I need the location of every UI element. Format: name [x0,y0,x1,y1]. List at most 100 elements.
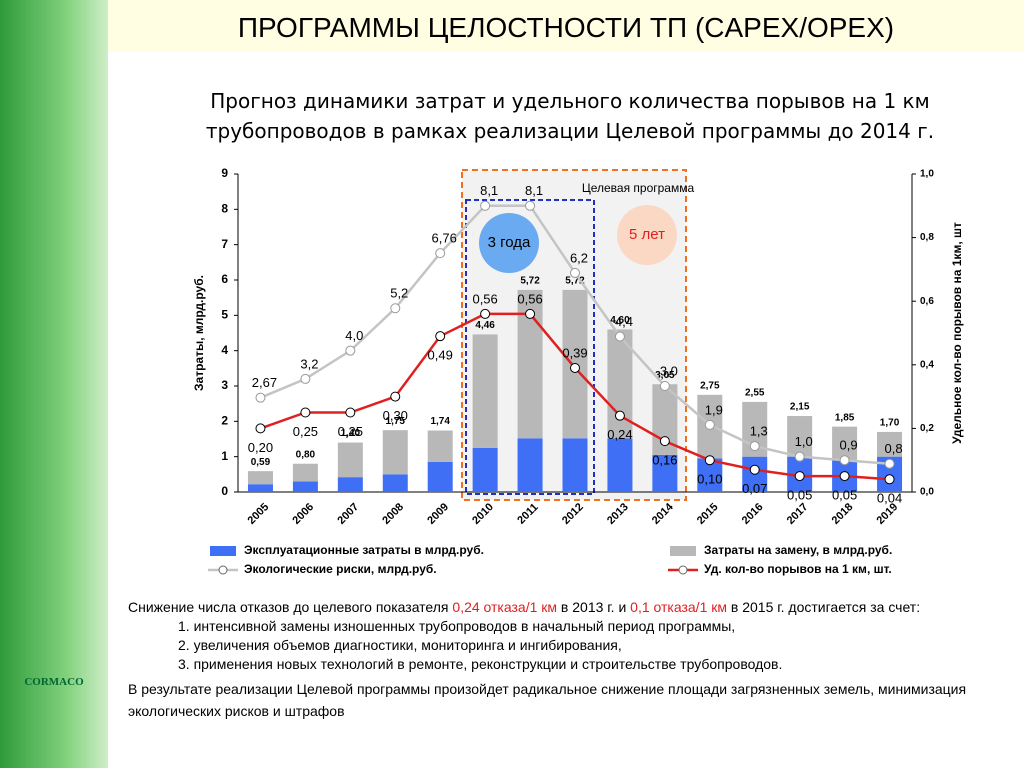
marker [884,474,895,485]
highlight: 0,24 отказа/1 км [452,599,558,615]
data-label: 0,20 [248,440,273,455]
data-label: 4,4 [615,314,633,329]
y2-tick-label: 0,2 [920,423,934,434]
text: в 2015 г. достигается за счет: [727,599,921,615]
conclusion: В результате реализации Целевой программ… [128,681,967,719]
subtitle: Прогноз динамики затрат и удельного коли… [150,86,990,146]
bar [427,430,453,462]
data-label: 2,67 [252,375,277,390]
data-label: 4,0 [345,328,363,343]
slide-title: ПРОГРАММЫ ЦЕЛОСТНОСТИ ТП (CAPEX/OPEX) [108,0,1024,52]
marker [525,308,536,319]
data-label: 0,05 [832,488,857,503]
data-label: 5,2 [390,286,408,301]
data-label: 0,30 [383,408,408,423]
data-label: 0,24 [607,427,632,442]
marker [614,410,625,421]
bar [652,454,678,492]
legend-label: Экологические риски, млрд.руб. [244,562,437,576]
marker [345,345,356,356]
marker [255,392,266,403]
data-label: 3,2 [300,356,318,371]
x-tick-label: 2009 [425,501,451,527]
y2-axis-label: Удельное кол-во порывов на 1км, шт [950,222,964,444]
y2-tick-label: 0,0 [920,487,934,498]
data-label: 0,39 [562,345,587,360]
annotation: 3 года [488,234,531,251]
data-label: 0,56 [472,291,497,306]
data-label: 0,25 [338,424,363,439]
bar [337,442,363,478]
y-tick-label: 9 [221,166,228,180]
marker [839,455,850,466]
bar [247,471,273,485]
total-label: 1,70 [880,418,900,429]
x-tick-label: 2014 [650,500,676,526]
data-label: 0,16 [652,453,677,468]
marker [255,423,266,434]
total-label: 2,75 [700,380,720,391]
data-label: 0,05 [787,488,812,503]
data-label: 0,07 [742,481,767,496]
text: в 2013 г. и [557,599,631,615]
y2-tick-label: 0,6 [920,296,934,307]
data-label: 1,3 [750,424,768,439]
marker [839,471,850,482]
total-label: 0,80 [296,449,316,460]
legend-swatch [218,565,228,575]
bar [562,438,588,492]
data-label: 0,04 [877,491,902,506]
bar [517,438,543,492]
marker [435,248,446,259]
total-label: 1,40 [341,428,361,439]
marker [884,458,895,469]
marker [525,200,536,211]
subtitle-line: трубопроводов в рамках реализации Целево… [205,119,935,143]
total-label: 2,15 [790,402,810,413]
list-item: 2. увеличения объемов диагностики, монит… [178,637,622,653]
x-tick-label: 2006 [290,501,316,527]
total-label: 1,74 [430,416,450,427]
marker [704,455,715,466]
total-label: 4,46 [475,320,495,331]
x-tick-label: 2011 [515,501,540,526]
bar [607,438,633,492]
bar [292,463,318,482]
x-tick-label: 2008 [380,501,406,527]
data-label: 0,8 [884,441,902,456]
y2-tick-label: 0,8 [920,232,934,243]
marker [749,464,760,475]
x-tick-label: 2010 [470,501,496,527]
bar [877,431,903,457]
sidebar [0,0,108,768]
bar [472,447,498,492]
x-tick-label: 2015 [695,501,721,527]
legend-label: Затраты на замену, в млрд.руб. [704,543,892,557]
bar [337,477,363,492]
y-tick-label: 8 [221,202,228,216]
list-item: 3. применения новых технологий в ремонте… [178,656,783,672]
y2-tick-label: 1,0 [920,169,934,180]
subtitle-line: Прогноз динамики затрат и удельного коли… [210,89,930,113]
total-label: 2,55 [745,388,765,399]
y-tick-label: 7 [221,237,228,251]
y-axis-label: Затраты, млрд.руб. [192,275,206,391]
highlight: 0,1 отказа/1 км [630,599,727,615]
marker [659,381,670,391]
intro: Снижение числа отказов до целевого показ… [128,598,1008,617]
data-label: 8,1 [525,183,543,198]
chart: Целевая программа 3 года 5 лет Затраты, … [192,166,964,576]
x-tick-label: 2007 [335,501,361,527]
marker [390,391,401,402]
bar [832,426,858,461]
total-label: 5,72 [520,276,540,287]
total-label: 1,75 [386,416,406,427]
data-label: 0,25 [293,424,318,439]
y-tick-label: 4 [221,343,228,357]
data-label: 1,0 [795,434,813,449]
bar [787,416,813,457]
marker [749,441,760,452]
marker [794,451,805,462]
x-tick-label: 2018 [830,501,856,527]
